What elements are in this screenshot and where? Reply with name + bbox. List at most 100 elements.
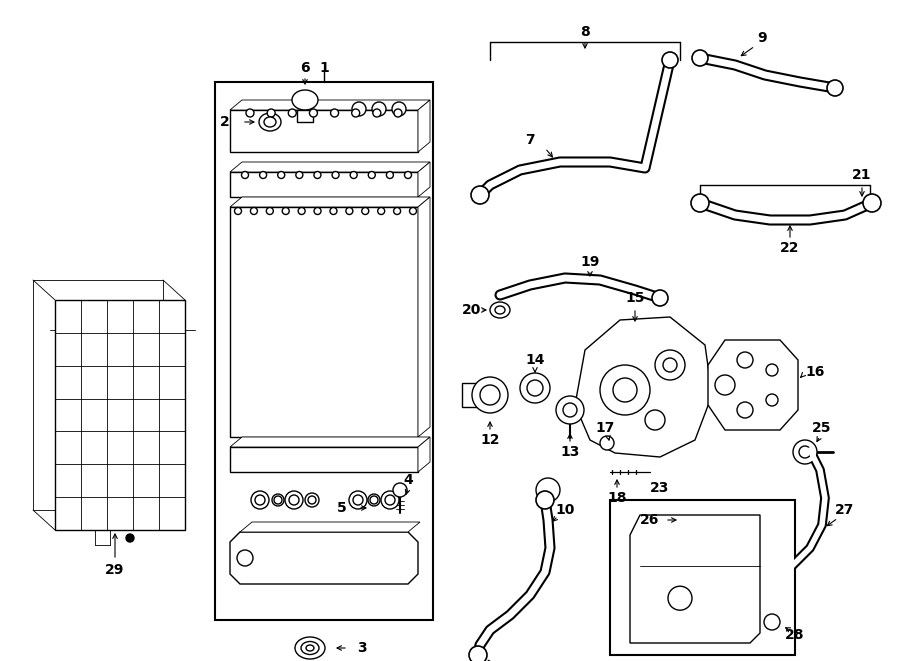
Circle shape	[251, 491, 269, 509]
Circle shape	[393, 483, 407, 497]
Polygon shape	[33, 280, 163, 510]
Circle shape	[715, 375, 735, 395]
Polygon shape	[575, 317, 712, 457]
Circle shape	[241, 171, 248, 178]
Ellipse shape	[306, 645, 314, 651]
Circle shape	[370, 496, 378, 504]
Text: 29: 29	[105, 563, 125, 577]
Ellipse shape	[295, 637, 325, 659]
Circle shape	[296, 171, 302, 178]
Text: 2: 2	[220, 115, 230, 129]
Circle shape	[392, 102, 406, 116]
Text: 14: 14	[526, 353, 544, 367]
Circle shape	[246, 109, 254, 117]
Text: 16: 16	[806, 365, 824, 379]
Circle shape	[827, 80, 843, 96]
Circle shape	[372, 102, 386, 116]
Circle shape	[404, 171, 411, 178]
Circle shape	[766, 364, 778, 376]
Circle shape	[668, 586, 692, 610]
Circle shape	[563, 403, 577, 417]
Text: 22: 22	[780, 241, 800, 255]
Polygon shape	[418, 437, 430, 472]
Circle shape	[471, 186, 489, 204]
Circle shape	[764, 614, 780, 630]
Circle shape	[613, 378, 637, 402]
Circle shape	[310, 109, 318, 117]
Text: 12: 12	[481, 433, 500, 447]
Polygon shape	[708, 340, 798, 430]
Circle shape	[274, 496, 282, 504]
Circle shape	[386, 171, 393, 178]
Circle shape	[600, 365, 650, 415]
Circle shape	[268, 120, 272, 124]
Circle shape	[737, 402, 753, 418]
Circle shape	[350, 171, 357, 178]
Circle shape	[352, 109, 360, 117]
Circle shape	[349, 491, 367, 509]
Circle shape	[472, 377, 508, 413]
Circle shape	[527, 380, 543, 396]
Circle shape	[285, 491, 303, 509]
Circle shape	[663, 358, 677, 372]
Polygon shape	[418, 162, 430, 197]
Text: 19: 19	[580, 255, 599, 269]
Circle shape	[373, 109, 381, 117]
Circle shape	[237, 550, 253, 566]
Circle shape	[662, 52, 678, 68]
Circle shape	[385, 495, 395, 505]
Circle shape	[314, 171, 321, 178]
Circle shape	[520, 373, 550, 403]
Circle shape	[266, 208, 274, 215]
Ellipse shape	[292, 90, 318, 110]
Circle shape	[332, 171, 339, 178]
Circle shape	[480, 385, 500, 405]
Circle shape	[692, 50, 708, 66]
Text: 20: 20	[463, 303, 482, 317]
Circle shape	[346, 208, 353, 215]
Polygon shape	[230, 100, 430, 110]
Polygon shape	[630, 515, 760, 643]
Circle shape	[368, 494, 380, 506]
Circle shape	[536, 491, 554, 509]
Circle shape	[352, 102, 366, 116]
Text: 27: 27	[835, 503, 855, 517]
Ellipse shape	[259, 113, 281, 131]
Circle shape	[394, 109, 402, 117]
Ellipse shape	[490, 302, 510, 318]
Text: 25: 25	[812, 421, 832, 435]
Circle shape	[267, 109, 275, 117]
Circle shape	[652, 290, 668, 306]
Circle shape	[259, 171, 266, 178]
Text: 28: 28	[785, 628, 805, 642]
Text: 23: 23	[651, 481, 670, 495]
Text: 1: 1	[320, 61, 328, 75]
Polygon shape	[230, 110, 418, 152]
Circle shape	[378, 208, 384, 215]
Circle shape	[126, 534, 134, 542]
Circle shape	[799, 446, 811, 458]
Circle shape	[289, 495, 299, 505]
Circle shape	[766, 394, 778, 406]
Circle shape	[556, 396, 584, 424]
Text: 9: 9	[757, 31, 767, 45]
Circle shape	[235, 208, 241, 215]
Bar	[610, 500, 795, 655]
Text: 13: 13	[561, 445, 580, 459]
Ellipse shape	[495, 306, 505, 314]
Polygon shape	[230, 207, 418, 437]
Circle shape	[737, 352, 753, 368]
Circle shape	[278, 171, 284, 178]
Circle shape	[600, 436, 614, 450]
Text: 10: 10	[555, 503, 575, 517]
Circle shape	[469, 646, 487, 661]
Text: 8: 8	[580, 25, 590, 39]
Circle shape	[645, 410, 665, 430]
Circle shape	[305, 493, 319, 507]
Polygon shape	[240, 522, 420, 532]
Circle shape	[362, 208, 369, 215]
Circle shape	[410, 208, 417, 215]
Circle shape	[283, 208, 289, 215]
Bar	[215, 82, 433, 620]
Text: 4: 4	[403, 473, 413, 487]
